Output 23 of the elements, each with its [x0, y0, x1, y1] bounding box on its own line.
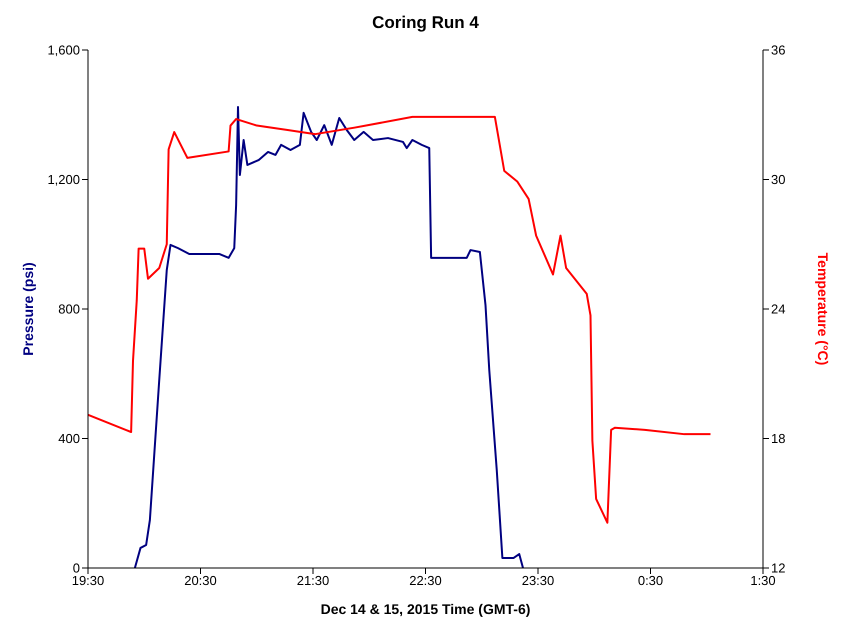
- x-tick-label: 21:30: [296, 573, 330, 588]
- y2-tick-label: 24: [771, 302, 786, 317]
- y-tick-label: 1,600: [47, 42, 80, 58]
- y2-axis-title: Temperature (°C): [815, 252, 832, 366]
- y-tick-label: 400: [58, 431, 80, 446]
- x-axis-title: Dec 14 & 15, 2015 Time (GMT-6): [320, 601, 530, 617]
- x-tick-label: 22:30: [409, 573, 442, 588]
- x-tick-label: 20:30: [184, 573, 217, 588]
- y2-tick-label: 12: [771, 560, 786, 576]
- line-series: [88, 116, 712, 524]
- y-tick-label: 800: [58, 302, 80, 317]
- x-tick-label: 0:30: [638, 573, 664, 588]
- y-tick-label: 1,200: [47, 172, 80, 188]
- y2-tick-label: 18: [771, 431, 786, 446]
- line-series: [134, 106, 524, 568]
- y-axis-title: Pressure (psi): [20, 262, 36, 356]
- y-tick-label: 0: [72, 560, 80, 576]
- y2-tick-label: 36: [771, 42, 786, 58]
- x-tick-label: 23:30: [522, 573, 554, 588]
- x-tick-label: 19:30: [72, 573, 104, 588]
- y2-tick-label: 30: [771, 172, 786, 188]
- x-tick-label: 1:30: [750, 573, 776, 588]
- chart-title: Coring Run 4: [371, 12, 480, 34]
